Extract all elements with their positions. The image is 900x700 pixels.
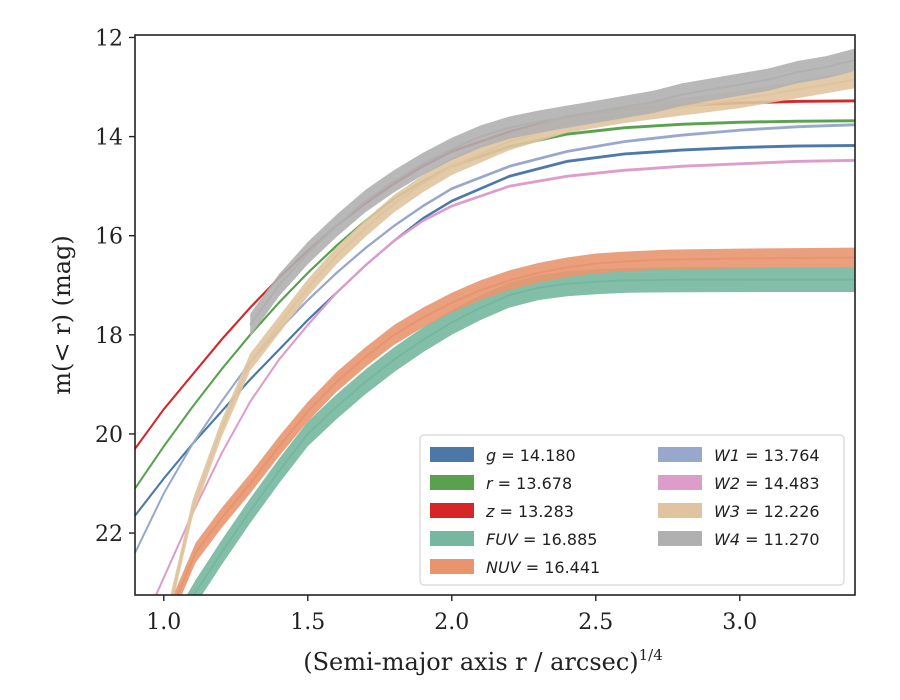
plot-curves <box>135 48 855 595</box>
series-w4 <box>249 48 855 337</box>
legend-label: FUV = 16.885 <box>486 530 597 549</box>
legend-label: z = 13.283 <box>485 502 574 521</box>
y-tick-label: 20 <box>95 423 123 448</box>
legend-item-w3: W3 = 12.226 <box>658 502 820 521</box>
x-axis-title: (Semi-major axis r / arcsec)1/4 <box>303 646 663 676</box>
series-line-nuv <box>176 256 855 595</box>
legend-box <box>419 434 845 586</box>
legend-swatch <box>430 559 474 574</box>
legend-swatch <box>430 447 474 462</box>
legend-item-fuv: FUV = 16.885 <box>430 530 597 549</box>
x-tick-label: 2.5 <box>578 610 613 635</box>
x-tick-label: 1.0 <box>146 610 181 635</box>
legend-label: W1 = 13.764 <box>714 446 820 465</box>
plot-frame <box>134 34 856 596</box>
legend-label: r = 13.678 <box>486 474 572 493</box>
y-axis: 12 14 16 18 20 22 <box>95 26 135 547</box>
legend-label: W4 = 11.270 <box>714 530 820 549</box>
legend-item-g: g = 14.180 <box>430 446 576 465</box>
y-tick-label: 14 <box>95 126 123 151</box>
legend-label: W3 = 12.226 <box>714 502 820 521</box>
series-line-w2 <box>154 159 855 595</box>
series-line-w1 <box>135 123 855 554</box>
legend-item-z: z = 13.283 <box>430 502 574 521</box>
legend-swatch <box>430 475 474 490</box>
y-tick-label: 12 <box>95 26 123 51</box>
y-tick-label: 18 <box>95 324 123 349</box>
series-line-w3 <box>171 78 855 595</box>
legend-item-w2: W2 = 14.483 <box>658 474 820 493</box>
legend-item-nuv: NUV = 16.441 <box>430 558 600 577</box>
legend-item-w4: W4 = 11.270 <box>658 530 820 549</box>
x-tick-label: 2.0 <box>434 610 469 635</box>
y-tick-label: 16 <box>95 225 123 250</box>
legend-swatch <box>658 503 702 518</box>
legend-swatch <box>430 503 474 518</box>
legend-item-r: r = 13.678 <box>430 474 572 493</box>
series-line-fuv <box>192 278 855 595</box>
series-band-w4 <box>250 48 855 337</box>
y-axis-title: m(< r) (mag) <box>48 235 76 394</box>
legend-item-w1: W1 = 13.764 <box>658 446 820 465</box>
y-tick-label: 22 <box>95 522 123 547</box>
legend-swatch <box>658 447 702 462</box>
series-nuv <box>173 247 855 595</box>
series-line-w4 <box>249 58 855 326</box>
series-band-fuv <box>186 267 855 595</box>
legend-label: W2 = 14.483 <box>714 474 820 493</box>
legend: g = 14.180 r = 13.678 z = 13.283 FUV = 16.8… <box>419 434 845 586</box>
series-w2 <box>154 158 855 595</box>
series-fuv <box>186 267 855 595</box>
legend-swatch <box>658 531 702 546</box>
legend-label: NUV = 16.441 <box>486 558 600 577</box>
x-tick-label: 1.5 <box>290 610 325 635</box>
legend-label: g = 14.180 <box>486 446 576 465</box>
series-w3 <box>170 70 855 595</box>
legend-swatch <box>658 475 702 490</box>
legend-swatch <box>430 531 474 546</box>
series-w1 <box>135 123 855 555</box>
x-tick-label: 3.0 <box>722 610 757 635</box>
x-axis: 1.0 1.5 2.0 2.5 3.0 <box>146 595 757 635</box>
